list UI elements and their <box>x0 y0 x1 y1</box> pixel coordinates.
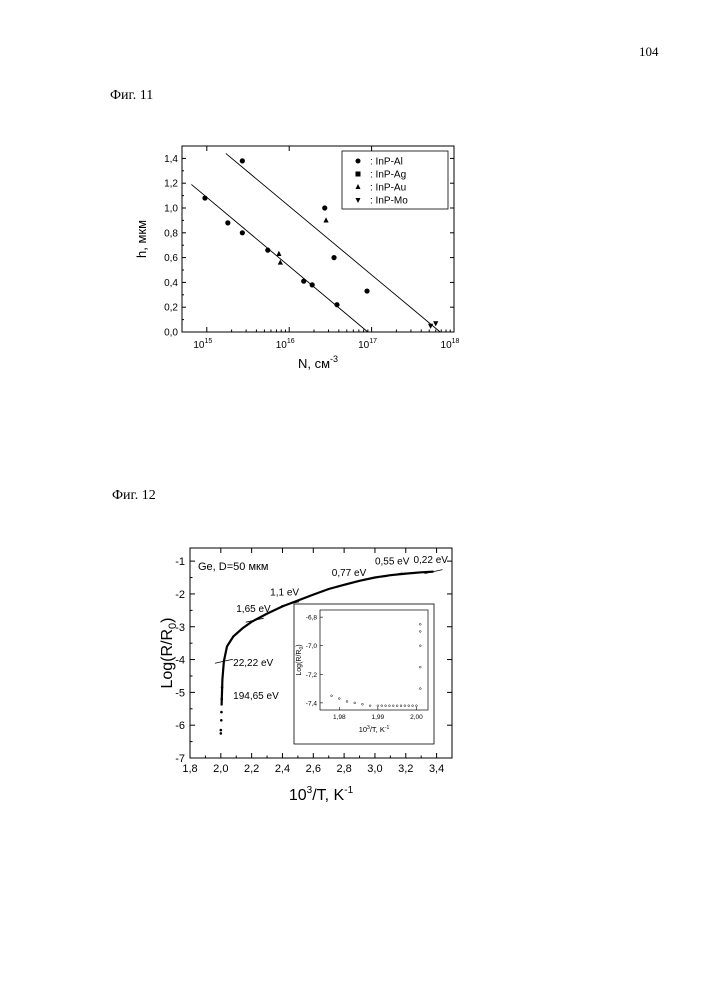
data-point <box>433 321 438 326</box>
legend-label: : InP-Ag <box>370 170 406 181</box>
x-tick-label: 2,8 <box>336 763 351 775</box>
y-tick-label: 0,4 <box>164 278 178 289</box>
legend-marker <box>356 159 361 164</box>
inset-y-tick-label: -6,8 <box>306 615 318 622</box>
x-tick-label: 1015 <box>193 338 212 351</box>
x-tick-label: 2,0 <box>213 763 228 775</box>
y-tick-label: 0,0 <box>164 328 178 339</box>
data-point <box>221 686 224 689</box>
figure-11-chart: 0,0 0,2 0,4 0,6 0,8 1,0 1,2 1,4 1015 1016 1017 1018… <box>130 138 460 378</box>
data-point <box>323 217 328 222</box>
x-tick-label: 1017 <box>358 338 377 351</box>
data-point <box>276 251 281 256</box>
x-axis-label: 103/T, K-1 <box>289 785 354 804</box>
legend-label: : InP-Al <box>370 157 403 168</box>
energy-label: 1,1 eV <box>270 588 299 599</box>
x-tick-label: 1018 <box>441 338 460 351</box>
data-point <box>220 698 223 701</box>
y-tick-label: -4 <box>175 655 185 667</box>
inset-y-tick-label: -7,4 <box>306 700 318 707</box>
energy-label: 22,22 eV <box>233 658 273 669</box>
inset-x-tick-label: 2,00 <box>410 714 423 721</box>
data-point <box>265 248 270 253</box>
x-tick-label: 3,0 <box>367 763 382 775</box>
data-point <box>202 195 207 200</box>
figure-12-label: Фиг. 12 <box>112 488 156 504</box>
data-point <box>428 324 433 329</box>
annotation-title: Ge, D=50 мкм <box>198 561 268 573</box>
data-point <box>301 279 306 284</box>
data-point <box>334 302 339 307</box>
page-number: 104 <box>639 44 659 60</box>
legend-label: : InP-Mo <box>370 196 408 207</box>
energy-label: 0,77 eV <box>332 568 367 579</box>
energy-label: 1,65 eV <box>236 604 271 615</box>
y-tick-label: 0,8 <box>164 228 178 239</box>
x-tick-label: 2,4 <box>275 763 290 775</box>
data-point <box>240 158 245 163</box>
figure-12-chart: -1-2-3-4-5-6-71,82,02,22,42,62,83,03,23,… <box>160 540 460 810</box>
x-tick-label: 3,2 <box>398 763 413 775</box>
data-point <box>220 711 223 714</box>
y-tick-label: -6 <box>175 720 185 732</box>
inset-y-tick-label: -7,2 <box>306 672 318 679</box>
x-axis-label: N, см-3 <box>298 354 338 371</box>
inset-x-tick-label: 1,99 <box>372 714 385 721</box>
fit-line <box>191 184 367 332</box>
x-tick-label: 3,4 <box>429 763 444 775</box>
data-point <box>331 255 336 260</box>
energy-label: 0,22 eV <box>413 555 448 566</box>
data-point <box>220 729 223 732</box>
data-point <box>220 719 223 722</box>
data-point <box>322 205 327 210</box>
tangent-arrow <box>246 618 264 622</box>
data-point <box>364 288 369 293</box>
legend-label: : InP-Au <box>370 183 406 194</box>
y-tick-label: 1,4 <box>164 154 178 165</box>
y-tick-label: 1,2 <box>164 179 178 190</box>
data-point <box>220 732 223 735</box>
energy-label: 0,55 eV <box>375 556 410 567</box>
x-tick-label: 2,2 <box>244 763 259 775</box>
inset-y-tick-label: -7,0 <box>306 643 318 650</box>
y-tick-label: 0,6 <box>164 253 178 264</box>
x-tick-label: 1,8 <box>182 763 197 775</box>
x-tick-label: 2,6 <box>306 763 321 775</box>
y-tick-label: -2 <box>175 589 185 601</box>
inset-x-tick-label: 1,98 <box>333 714 346 721</box>
data-point <box>310 282 315 287</box>
y-axis-label: Log(R/R0) <box>159 617 179 688</box>
data-point <box>240 230 245 235</box>
x-tick-label: 1016 <box>276 338 295 351</box>
y-tick-label: -1 <box>175 556 185 568</box>
y-axis-label: h, мкм <box>134 220 149 258</box>
y-tick-label: 0,2 <box>164 303 178 314</box>
figure-11-label: Фиг. 11 <box>110 88 153 104</box>
y-tick-label: -5 <box>175 687 185 699</box>
energy-label: 194,65 eV <box>233 691 279 702</box>
legend-marker <box>356 172 361 177</box>
y-tick-label: 1,0 <box>164 204 178 215</box>
tangent-arrow <box>338 582 356 586</box>
data-point <box>225 220 230 225</box>
